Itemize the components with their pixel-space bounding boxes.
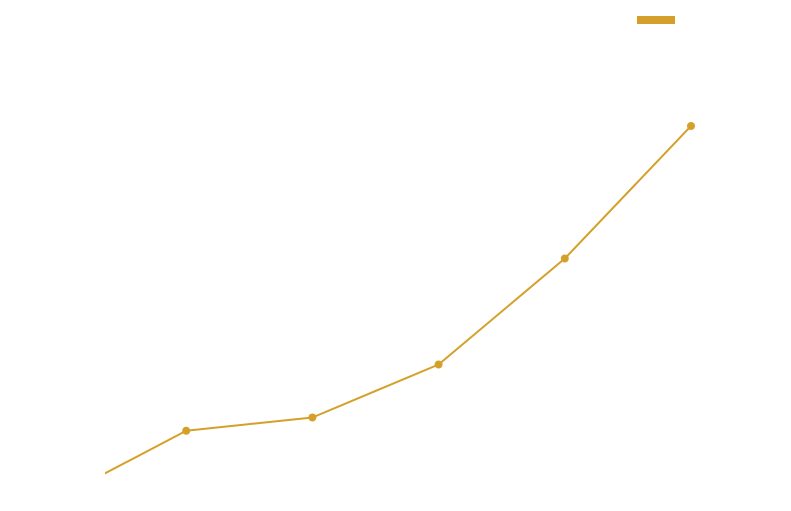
data-point — [560, 254, 569, 263]
legend — [637, 16, 675, 24]
data-point — [687, 122, 695, 130]
legend-swatch — [637, 16, 675, 24]
data-point — [308, 413, 317, 422]
data-point — [182, 426, 191, 435]
left-edge-mask — [0, 0, 105, 511]
series-line — [59, 125, 692, 498]
data-point — [434, 360, 443, 369]
series-layer — [0, 0, 695, 511]
